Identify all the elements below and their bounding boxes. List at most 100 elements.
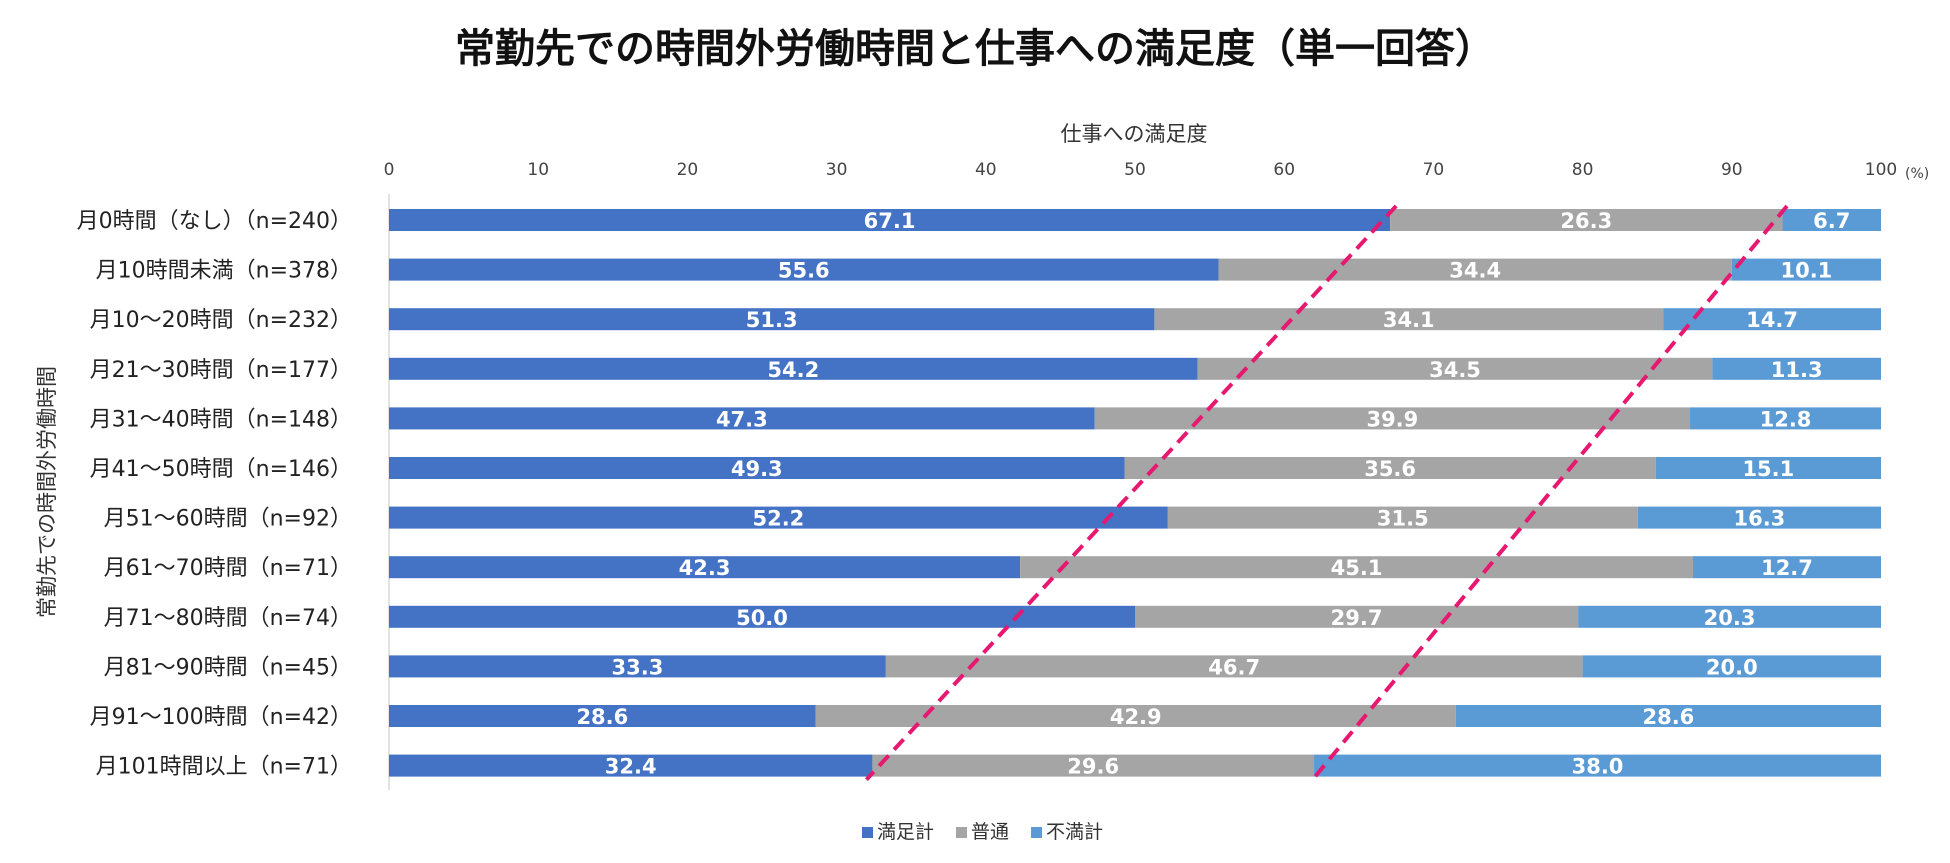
trend-line [864, 204, 1398, 781]
x-axis-title: 仕事への満足度 [1061, 122, 1208, 146]
bar-segment [1124, 457, 1656, 479]
bar-segment [389, 457, 1125, 479]
data-label: 34.4 [1449, 259, 1501, 283]
bar-segment [1582, 655, 1881, 678]
bar-segment [872, 754, 1315, 777]
category-label: 月81〜90時間（n=45） [104, 655, 352, 680]
data-label: 10.1 [1780, 259, 1832, 283]
category-label: 月71〜80時間（n=74） [104, 606, 352, 631]
data-label: 42.9 [1110, 705, 1162, 729]
bar-segment [389, 605, 1135, 628]
data-label: 28.6 [1642, 705, 1694, 729]
bar-segment [1218, 258, 1732, 281]
chart-title: 常勤先での時間外労働時間と仕事への満足度（単一回答） [455, 26, 1495, 72]
bar-segment [1690, 407, 1881, 430]
x-tick-label: 30 [826, 160, 848, 180]
bar-segment [389, 506, 1168, 529]
bar-segment [389, 705, 816, 727]
data-label: 14.7 [1746, 308, 1798, 332]
bar-segment [1390, 209, 1783, 231]
bar-segment [389, 209, 1391, 231]
bar-segment [1197, 357, 1713, 380]
bar-segment [1020, 556, 1694, 579]
data-label: 46.7 [1208, 655, 1260, 679]
data-label: 49.3 [731, 457, 783, 481]
category-label: 月101時間以上（n=71） [96, 755, 352, 780]
category-label: 月51〜60時間（n=92） [104, 507, 352, 532]
bar-segment [389, 556, 1021, 579]
data-label: 51.3 [746, 308, 798, 332]
bar-segment [1731, 258, 1881, 281]
category-label: 月0時間（なし）（n=240） [77, 209, 352, 234]
x-tick-label: 10 [527, 160, 549, 180]
category-label: 月31〜40時間（n=148） [90, 407, 352, 432]
bar-segment [389, 655, 886, 678]
y-axis-title: 常勤先での時間外労働時間 [35, 366, 59, 618]
data-label: 15.1 [1742, 457, 1794, 481]
data-label: 45.1 [1331, 556, 1383, 580]
trend-line [1311, 204, 1789, 781]
category-labels: 月0時間（なし）（n=240） 月10時間未満（n=378） 月10〜20時間（n=… [77, 209, 352, 780]
bar-segment [389, 407, 1095, 430]
data-label: 32.4 [605, 755, 657, 779]
x-tick-label: 50 [1124, 160, 1146, 180]
category-label: 月91〜100時間（n=42） [90, 705, 352, 730]
bar-segment [1154, 308, 1664, 331]
legend-label: 普通 [971, 821, 1009, 843]
data-label: 42.3 [679, 556, 731, 580]
data-label: 54.2 [767, 358, 819, 382]
bar-segment [1655, 457, 1881, 479]
bar-segment [1094, 407, 1691, 430]
x-tick-label: 40 [975, 160, 997, 180]
bar-segment [1663, 308, 1881, 331]
trend-lines [864, 204, 1789, 781]
data-label: 29.6 [1067, 755, 1119, 779]
data-label: 26.3 [1560, 209, 1612, 233]
data-label: 16.3 [1733, 507, 1785, 531]
x-tick-label: 70 [1423, 160, 1445, 180]
x-tick-label: 100 [1865, 160, 1897, 180]
data-label: 20.3 [1704, 606, 1756, 630]
data-label: 35.6 [1364, 457, 1416, 481]
legend-label: 満足計 [877, 821, 934, 843]
data-label: 33.3 [612, 655, 664, 679]
data-label: 47.3 [716, 407, 768, 431]
data-label: 31.5 [1377, 507, 1429, 531]
data-label: 20.0 [1706, 655, 1758, 679]
legend-swatch [1031, 827, 1043, 838]
x-axis-unit: (%) [1905, 166, 1929, 182]
legend: 満足計 普通 不満計 [862, 821, 1103, 843]
bar-segment [815, 705, 1456, 727]
data-label: 50.0 [736, 606, 788, 630]
data-label: 12.8 [1760, 407, 1812, 431]
x-tick-label: 90 [1721, 160, 1743, 180]
x-tick-labels: 0 10 20 30 40 50 60 70 80 90 100 [384, 160, 1898, 180]
category-label: 月10〜20時間（n=232） [90, 308, 352, 333]
data-label: 52.2 [752, 507, 804, 531]
legend-label: 不満計 [1046, 821, 1103, 843]
bar-segment [1314, 754, 1881, 777]
data-label: 6.7 [1813, 209, 1850, 233]
bar-segment [389, 754, 873, 777]
data-label: 34.5 [1429, 358, 1481, 382]
bar-segment [885, 655, 1583, 678]
data-label: 38.0 [1572, 755, 1624, 779]
bars: 67.1 26.3 6.7 55.6 34.4 10.1 51.3 34.1 14.7 54.2 3… [389, 209, 1881, 779]
bar-segment [1712, 357, 1881, 380]
x-tick-label: 60 [1273, 160, 1295, 180]
x-tick-label: 80 [1572, 160, 1594, 180]
bar-segment [1637, 506, 1881, 529]
bar-segment [1135, 605, 1579, 628]
category-label: 月61〜70時間（n=71） [104, 556, 352, 581]
category-label: 月41〜50時間（n=146） [90, 457, 352, 482]
bar-segment [389, 308, 1155, 331]
data-label: 29.7 [1331, 606, 1383, 630]
data-label: 28.6 [576, 705, 628, 729]
category-label: 月21〜30時間（n=177） [90, 358, 352, 383]
bar-segment [389, 357, 1198, 380]
data-label: 55.6 [778, 259, 830, 283]
legend-swatch [862, 827, 873, 838]
legend-swatch [956, 827, 968, 838]
category-label: 月10時間未満（n=378） [96, 259, 352, 284]
